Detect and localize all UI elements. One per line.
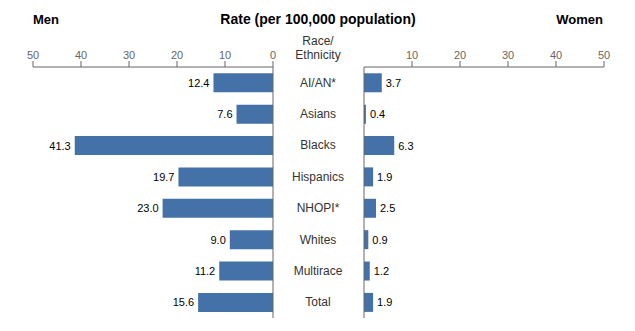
svg-text:15.6: 15.6	[173, 296, 194, 308]
svg-text:0: 0	[270, 49, 276, 61]
svg-text:41.3: 41.3	[49, 140, 70, 152]
svg-text:3.7: 3.7	[386, 77, 401, 89]
html-text:Rate (per 100,000 population): Rate (per 100,000 population)	[220, 11, 416, 27]
svg-text:Asians: Asians	[300, 107, 336, 121]
svg-text:10: 10	[219, 49, 231, 61]
html-text:Men: Men	[33, 12, 59, 27]
svg-text:11.2: 11.2	[195, 265, 216, 277]
svg-text:40: 40	[550, 49, 562, 61]
svg-text:1.9: 1.9	[377, 171, 392, 183]
svg-text:6.3: 6.3	[398, 140, 413, 152]
svg-text:Blacks: Blacks	[300, 138, 335, 152]
svg-text:9.0: 9.0	[211, 234, 226, 246]
svg-text:20: 20	[454, 49, 466, 61]
svg-text:30: 30	[502, 49, 514, 61]
svg-text:40: 40	[75, 49, 87, 61]
svg-text:Whites: Whites	[300, 233, 337, 247]
svg-text:2.5: 2.5	[380, 202, 395, 214]
svg-text:19.7: 19.7	[153, 171, 174, 183]
svg-text:23.0: 23.0	[137, 202, 158, 214]
svg-text:NHOPI*: NHOPI*	[297, 201, 340, 215]
svg-text:50: 50	[598, 49, 610, 61]
svg-text:30: 30	[123, 49, 135, 61]
html-text:Ethnicity: Ethnicity	[295, 48, 341, 62]
svg-text:Multirace: Multirace	[294, 264, 343, 278]
svg-text:10: 10	[406, 49, 418, 61]
svg-text:AI/AN*: AI/AN*	[300, 76, 336, 90]
svg-text:50: 50	[27, 49, 39, 61]
svg-text:Hispanics: Hispanics	[292, 170, 344, 184]
svg-text:1.9: 1.9	[377, 296, 392, 308]
svg-text:20: 20	[171, 49, 183, 61]
svg-text:7.6: 7.6	[217, 108, 232, 120]
svg-text:12.4: 12.4	[188, 77, 209, 89]
svg-text:Total: Total	[305, 295, 330, 309]
svg-text:0.9: 0.9	[372, 234, 387, 246]
svg-text:0.4: 0.4	[370, 108, 385, 120]
svg-text:1.2: 1.2	[374, 265, 389, 277]
html-text:Race/: Race/	[302, 34, 334, 48]
html-text:Women: Women	[556, 12, 603, 27]
